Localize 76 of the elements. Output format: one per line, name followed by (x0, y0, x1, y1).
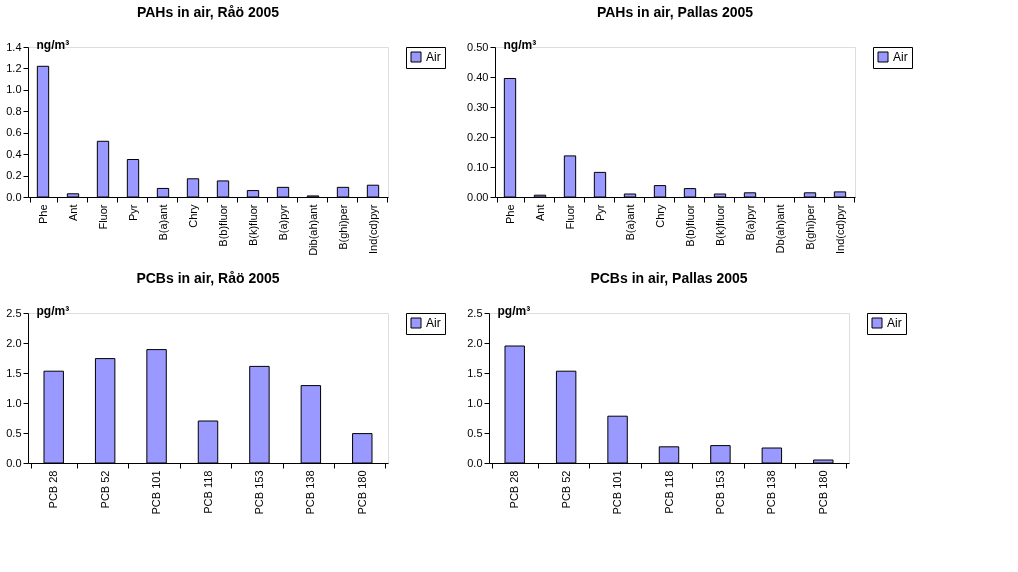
x-tick-label: B(ghi)per (803, 204, 816, 250)
y-tick-label: 1.4 (6, 40, 22, 53)
x-tick-label: PCB 28 (47, 470, 60, 509)
y-tick-label: 0.4 (6, 147, 22, 160)
y-tick-label: 2.0 (467, 336, 483, 349)
x-tick-label: Chry (186, 204, 199, 228)
x-tick-label: PCB 180 (355, 470, 368, 515)
y-tick-label: 0.0 (467, 456, 483, 469)
x-tick-label: B(a)ant (623, 204, 636, 241)
x-tick-label: Ind(cd)pyr (833, 204, 846, 255)
y-tick-label: 1.0 (467, 396, 483, 409)
y-axis-title: pg/m³ (36, 303, 70, 318)
x-tick-label: Fluor (563, 204, 576, 230)
x-tick-label: Phe (503, 204, 516, 225)
y-tick-label: 0.10 (467, 160, 489, 173)
y-tick-label: 0.5 (467, 426, 483, 439)
x-tick-label: PCB 153 (252, 470, 265, 515)
y-tick-label: 0.20 (467, 130, 489, 143)
x-tick-label: PCB 101 (150, 470, 163, 515)
x-tick-label: B(k)fluor (246, 204, 259, 247)
chart-title: PAHs in air, Pallas 2005 (596, 4, 754, 20)
x-tick-label: Ant (66, 204, 79, 222)
x-tick-label: Phe (36, 204, 49, 225)
x-tick-label: PCB 52 (98, 470, 111, 509)
x-tick-label: PCB 101 (611, 470, 624, 515)
y-tick-label: 0.0 (6, 456, 22, 469)
legend-label: Air (887, 316, 902, 330)
x-tick-label: B(b)fluor (683, 204, 696, 247)
y-tick-label: 0.40 (467, 70, 489, 83)
x-tick-label: B(k)fluor (713, 204, 726, 247)
x-tick-label: Pyr (126, 204, 139, 221)
x-tick-label: B(b)fluor (216, 204, 229, 247)
x-tick-label: PCB 138 (765, 470, 778, 515)
y-tick-label: 0.8 (6, 104, 22, 117)
x-tick-label: Chry (653, 204, 666, 228)
x-tick-label: Ind(cd)pyr (366, 204, 379, 255)
legend-label: Air (426, 50, 441, 64)
x-tick-label: B(ghi)per (336, 204, 349, 250)
y-axis-title: ng/m³ (36, 37, 70, 52)
chart-title: PCBs in air, Pallas 2005 (590, 270, 748, 286)
x-tick-label: B(a)ant (156, 204, 169, 241)
y-tick-label: 2.0 (6, 336, 22, 349)
y-tick-label: 0.50 (467, 40, 489, 53)
chart-title: PAHs in air, Råö 2005 (136, 4, 280, 20)
y-tick-label: 1.5 (467, 366, 483, 379)
y-axis-title: ng/m³ (503, 37, 537, 52)
y-tick-label: 2.5 (467, 306, 483, 319)
x-tick-label: Ant (533, 204, 546, 222)
y-tick-label: 0.0 (6, 190, 22, 203)
y-tick-label: 0.5 (6, 426, 22, 439)
x-tick-label: PCB 118 (662, 470, 675, 514)
legend-label: Air (426, 316, 441, 330)
y-tick-label: 0.00 (467, 190, 489, 203)
y-tick-label: 0.6 (6, 126, 22, 139)
x-tick-label: PCB 28 (508, 470, 521, 509)
y-tick-label: 2.5 (6, 306, 22, 319)
x-tick-label: B(a)pyr (743, 204, 756, 241)
y-tick-label: 1.0 (6, 396, 22, 409)
x-tick-label: PCB 153 (713, 470, 726, 515)
y-axis-title: pg/m³ (497, 303, 531, 318)
x-tick-label: PCB 138 (304, 470, 317, 515)
y-tick-label: 1.5 (6, 366, 22, 379)
x-tick-label: Fluor (96, 204, 109, 230)
x-tick-label: Db(ah)ant (773, 204, 786, 254)
chart-title: PCBs in air, Råö 2005 (136, 270, 280, 286)
x-tick-label: PCB 118 (201, 470, 214, 514)
x-tick-label: PCB 180 (816, 470, 829, 515)
y-tick-label: 1.0 (6, 83, 22, 96)
y-tick-label: 1.2 (6, 61, 22, 74)
x-tick-label: Pyr (593, 204, 606, 221)
x-tick-label: Dib(ah)ant (306, 204, 319, 256)
legend-label: Air (893, 50, 908, 64)
x-tick-label: B(a)pyr (276, 204, 289, 241)
y-tick-label: 0.2 (6, 169, 22, 182)
x-tick-label: PCB 52 (559, 470, 572, 509)
y-tick-label: 0.30 (467, 100, 489, 113)
